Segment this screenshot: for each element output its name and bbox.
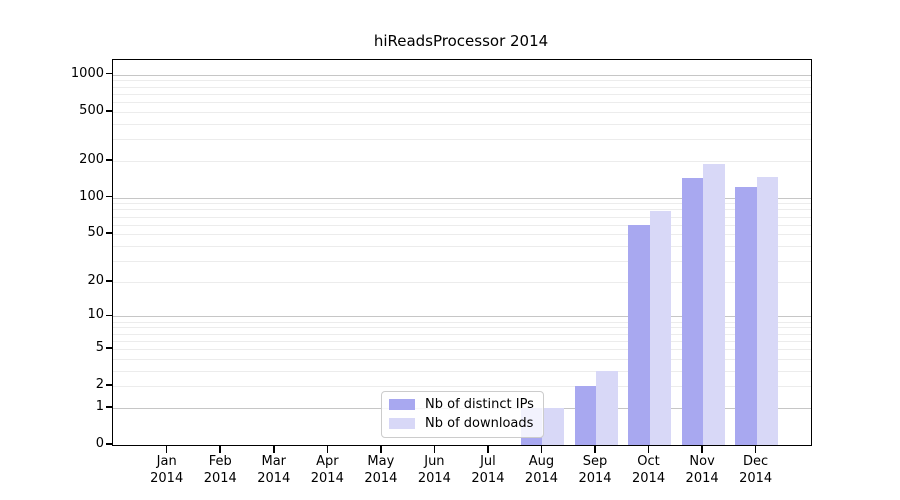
- gridline-minor: [113, 80, 811, 82]
- y-axis-tick-label: 1000: [70, 65, 104, 81]
- y-axis-tick-label: 1: [95, 398, 104, 414]
- gridline-minor: [113, 340, 811, 342]
- bar-nov-2014-distinct-ips: [681, 177, 704, 445]
- legend-item-distinct-ips: Nb of distinct IPs: [389, 397, 535, 412]
- gridline-major: [113, 316, 811, 318]
- gridline-minor: [113, 260, 811, 262]
- x-axis-tick: [487, 445, 489, 453]
- bar-dec-2014-downloads: [756, 176, 779, 445]
- x-axis-tick-label: Dec 2014: [739, 454, 773, 486]
- gridline-minor: [113, 102, 811, 104]
- gridline-minor: [113, 281, 811, 283]
- gridline-minor: [113, 358, 811, 360]
- gridline-minor: [113, 203, 811, 205]
- gridline-minor: [113, 139, 811, 141]
- legend-label: Nb of downloads: [425, 416, 534, 431]
- y-axis-tick: [106, 347, 112, 349]
- y-axis-tick: [106, 109, 112, 112]
- x-axis-tick: [647, 445, 650, 453]
- y-axis-tick-label: 500: [79, 102, 104, 118]
- chart-title: hiReadsProcessor 2014: [373, 32, 549, 50]
- x-axis-tick: [754, 445, 757, 453]
- gridline-minor: [113, 348, 811, 350]
- bar-oct-2014-distinct-ips: [628, 224, 650, 445]
- bar-nov-2014-downloads: [703, 163, 725, 445]
- y-axis-tick-label: 100: [79, 188, 104, 204]
- x-axis-tick: [380, 445, 382, 453]
- gridline-minor: [113, 386, 811, 388]
- gridline-minor: [113, 111, 811, 113]
- bar-sep-2014-distinct-ips: [574, 386, 597, 445]
- x-axis-tick: [219, 445, 222, 453]
- distinct-ips-swatch-icon: [389, 399, 415, 410]
- x-axis-tick-label: Apr 2014: [310, 454, 344, 486]
- bar-sep-2014-downloads: [596, 370, 618, 445]
- plot-area: Nb of distinct IPs Nb of downloads: [112, 59, 812, 446]
- x-axis-tick-label: Aug 2014: [524, 454, 559, 486]
- gridline-minor: [113, 123, 811, 125]
- gridline-minor: [113, 370, 811, 372]
- legend: Nb of distinct IPs Nb of downloads: [381, 391, 544, 438]
- x-axis-tick-label: May 2014: [364, 454, 398, 486]
- y-axis-tick: [106, 384, 112, 386]
- y-axis-tick-label: 200: [79, 151, 104, 167]
- y-axis-tick-label: 50: [87, 225, 104, 241]
- y-axis-tick: [106, 158, 112, 161]
- y-axis-tick: [106, 72, 112, 75]
- gridline-major: [113, 74, 811, 76]
- x-axis-tick-label: Oct 2014: [632, 454, 666, 486]
- x-axis-tick-label: Jun 2014: [417, 454, 451, 486]
- x-axis-tick-label: Jan 2014: [150, 454, 184, 486]
- x-axis-tick: [433, 445, 436, 453]
- x-axis-tick-label: Nov 2014: [685, 454, 719, 486]
- gridline-minor: [113, 86, 811, 88]
- y-axis-tick-label: 20: [87, 272, 104, 288]
- x-axis-tick-label: Feb 2014: [203, 454, 237, 486]
- y-axis-tick-label: 0: [95, 436, 104, 451]
- gridline-minor: [113, 245, 811, 247]
- x-axis-tick-label: Sep 2014: [578, 454, 612, 486]
- y-axis-tick: [106, 280, 112, 282]
- gridline-minor: [113, 321, 811, 323]
- gridline-minor: [113, 216, 811, 218]
- x-axis-tick: [540, 445, 543, 453]
- y-axis-tick: [106, 232, 112, 235]
- y-axis-tick: [106, 195, 112, 198]
- x-axis-tick: [701, 445, 703, 453]
- bar-aug-2014-downloads: [542, 407, 564, 445]
- bar-dec-2014-distinct-ips: [735, 187, 757, 445]
- gridline-minor: [113, 160, 811, 162]
- y-axis-tick: [106, 406, 112, 408]
- legend-label: Nb of distinct IPs: [425, 397, 534, 412]
- gridline-major: [113, 197, 811, 199]
- gridline-minor: [113, 224, 811, 226]
- y-axis-tick: [106, 443, 112, 445]
- gridline-minor: [113, 333, 811, 335]
- legend-item-downloads: Nb of downloads: [389, 416, 535, 431]
- y-axis-tick-label: 2: [95, 377, 104, 393]
- downloads-swatch-icon: [389, 418, 415, 429]
- x-axis-tick: [272, 445, 275, 453]
- x-axis-tick: [165, 445, 168, 453]
- bar-oct-2014-downloads: [649, 211, 672, 445]
- x-axis-tick-label: Jul 2014: [471, 454, 505, 486]
- x-axis-tick: [326, 445, 329, 453]
- gridline-minor: [113, 234, 811, 236]
- x-axis-tick: [594, 445, 596, 453]
- gridline-minor: [113, 209, 811, 211]
- y-axis-tick-label: 10: [87, 307, 104, 323]
- gridline-minor: [113, 93, 811, 95]
- y-axis-tick: [106, 314, 112, 317]
- x-axis-tick-label: Mar 2014: [257, 454, 291, 486]
- gridline-minor: [113, 327, 811, 329]
- y-axis-tick-label: 5: [95, 339, 104, 355]
